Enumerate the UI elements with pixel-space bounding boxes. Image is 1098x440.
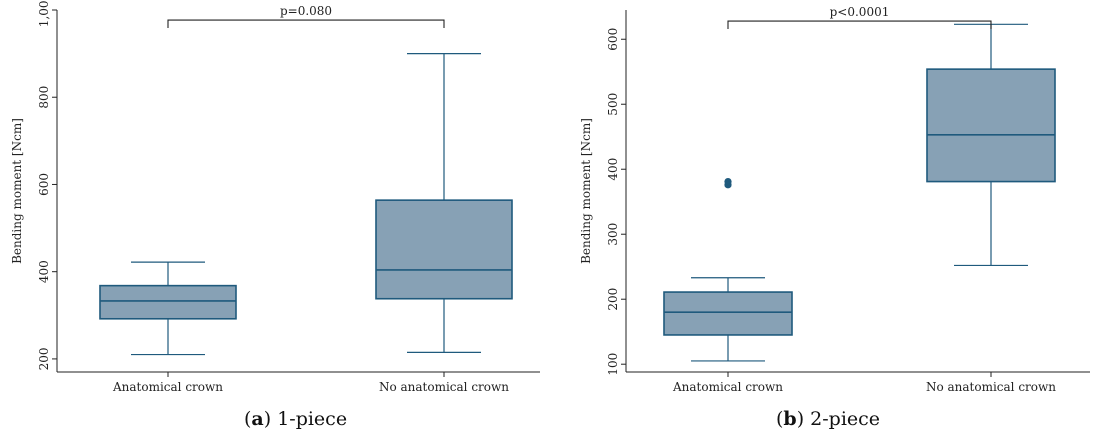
y-tick-label: 400	[37, 260, 51, 283]
y-tick-label: 500	[606, 93, 620, 116]
significance-bracket	[727, 20, 992, 30]
p-value-label: p=0.080	[280, 4, 332, 18]
caption-b: (b) 2-piece	[776, 408, 881, 430]
y-axis-label: Bending moment [Ncm]	[10, 118, 24, 264]
chart-panel-a: 200 400 600 800 1,000 Bending moment [Ncm] Ana…	[10, 0, 540, 394]
caption-a: (a) 1-piece	[244, 408, 348, 430]
box-1	[99, 261, 237, 356]
box-1	[663, 177, 793, 362]
iqr-box	[375, 199, 513, 300]
y-tick-label: 600	[606, 28, 620, 51]
iqr-box	[663, 291, 793, 336]
x-category-label: Anatomical crown	[672, 380, 783, 394]
y-tick-label: 400	[606, 158, 620, 181]
y-tick-label: 200	[606, 288, 620, 311]
p-value-label: p<0.0001	[830, 5, 890, 19]
y-tick-label: 800	[37, 86, 51, 109]
chart-panel-b: 100 200 300 400 500 600 Bending moment [Ncm] An…	[579, 5, 1090, 394]
y-tick-label: 1,000	[37, 0, 51, 27]
iqr-box	[926, 68, 1056, 183]
y-tick-label: 600	[37, 173, 51, 196]
significance-bracket	[167, 19, 445, 29]
outlier-point	[724, 177, 732, 186]
y-tick-label: 200	[37, 347, 51, 370]
y-tick-label: 300	[606, 223, 620, 246]
box-2	[375, 53, 513, 353]
y-tick-label: 100	[606, 353, 620, 376]
x-category-label: No anatomical crown	[926, 380, 1056, 394]
box-2	[926, 23, 1056, 267]
y-axis-label: Bending moment [Ncm]	[579, 118, 593, 264]
x-category-label: Anatomical crown	[112, 380, 223, 394]
iqr-box	[99, 284, 237, 320]
x-category-label: No anatomical crown	[379, 380, 509, 394]
